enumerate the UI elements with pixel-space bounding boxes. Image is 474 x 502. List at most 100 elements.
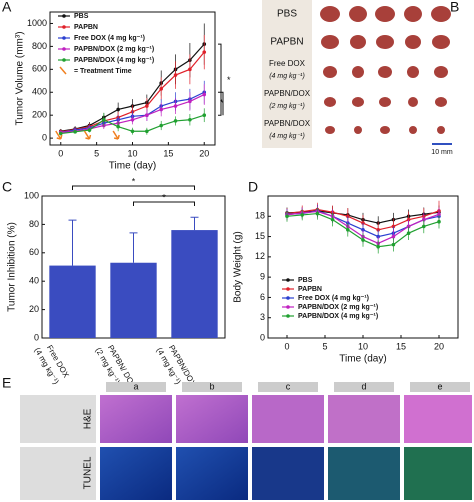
column-tab xyxy=(182,382,242,392)
sig-star: * xyxy=(227,75,231,85)
group-label: Free DOX xyxy=(269,59,306,68)
x-tick-label-group: Free DOX(4 mg kg⁻¹) xyxy=(33,344,72,387)
legend-label: PAPBN/DOX (4 mg kg⁻¹) xyxy=(74,57,154,64)
x-axis-label: Time (day) xyxy=(339,354,386,365)
legend-label: PAPBN/DOX (2 mg kg⁻¹) xyxy=(74,46,154,53)
legend-marker xyxy=(62,25,66,29)
x-tick-label: 15 xyxy=(163,148,173,158)
bar xyxy=(110,262,157,338)
point xyxy=(188,117,192,122)
legend-label: Free DOX (4 mg kg⁻¹) xyxy=(74,35,145,42)
column-label: e xyxy=(437,381,442,391)
legend-label: PAPBN/DOX (4 mg kg⁻¹) xyxy=(298,313,378,320)
legend-marker xyxy=(286,278,290,282)
legend-label: PBS xyxy=(74,13,89,20)
point xyxy=(300,213,305,217)
x-tick-label: 0 xyxy=(58,148,63,158)
histology xyxy=(20,395,472,500)
bar xyxy=(171,230,218,338)
group-label: (2 mg kg⁻¹) xyxy=(269,103,305,110)
plot-frame xyxy=(49,11,216,146)
point xyxy=(188,67,192,72)
y-tick-label: 600 xyxy=(32,64,47,74)
point xyxy=(130,117,135,122)
y-tick-label: 200 xyxy=(32,110,47,120)
point xyxy=(173,119,178,123)
point xyxy=(202,113,207,117)
sig-star: * xyxy=(162,192,166,202)
column-tab xyxy=(258,382,318,392)
x-tick-label: 10 xyxy=(127,148,137,158)
group-label: PAPBN/DOX xyxy=(264,119,311,128)
x-tick-label: 5 xyxy=(94,148,99,158)
point xyxy=(173,104,178,108)
column-label: b xyxy=(209,381,214,391)
point xyxy=(330,217,335,222)
treatment-arrow xyxy=(83,130,92,140)
legend-label: PAPBN/DOX (2 mg kg⁻¹) xyxy=(298,304,378,311)
group-label: (4 mg kg⁻¹) xyxy=(269,133,305,140)
scale-label: 10 mm xyxy=(431,149,453,156)
column-label: d xyxy=(361,381,366,391)
point xyxy=(376,244,381,249)
y-tick-label: 1000 xyxy=(27,18,47,28)
column-label: a xyxy=(133,381,138,391)
point xyxy=(422,224,426,229)
legend-marker xyxy=(286,287,290,291)
sig-star: * xyxy=(220,98,224,108)
y-axis-label: Tumor Volume (mm³) xyxy=(15,31,26,125)
treatment-arrow xyxy=(55,130,63,140)
legend-marker xyxy=(62,47,66,51)
panel-label: D xyxy=(248,179,258,195)
point xyxy=(391,242,396,247)
point xyxy=(437,212,441,217)
x-tick-label: 20 xyxy=(199,148,209,158)
y-axis-label: Tumor Inhibition (%) xyxy=(7,222,18,312)
error-bar xyxy=(190,216,199,231)
panel-label: C xyxy=(2,179,12,195)
point xyxy=(145,129,149,134)
y-tick-label: 40 xyxy=(29,276,39,286)
column-label: c xyxy=(286,381,291,391)
legend-label: PAPBN xyxy=(298,286,322,293)
tumor-photos xyxy=(262,0,452,148)
group-label: (4 mg kg⁻¹) xyxy=(269,73,305,80)
legend-label: = Treatment Time xyxy=(74,68,132,75)
y-tick-label: 18 xyxy=(255,211,265,221)
legend-label: PBS xyxy=(298,277,313,284)
sig-bracket xyxy=(218,91,224,116)
point xyxy=(202,92,207,97)
column-tab xyxy=(106,382,166,392)
panel-label: B xyxy=(450,0,459,15)
point xyxy=(87,128,92,132)
sig-bracket xyxy=(72,185,195,190)
point xyxy=(361,238,365,242)
y-tick-label: 800 xyxy=(32,41,47,51)
point xyxy=(58,131,63,136)
point xyxy=(116,107,120,112)
point xyxy=(159,123,163,128)
legend-marker xyxy=(286,314,290,318)
x-axis-label: Time (day) xyxy=(109,161,156,172)
bar xyxy=(49,265,96,338)
x-tick-label: 5 xyxy=(322,341,327,351)
legend-marker xyxy=(62,14,66,18)
sig-star: * xyxy=(132,176,136,186)
error-bar xyxy=(68,219,77,266)
y-tick-label: 3 xyxy=(260,312,265,322)
y-tick-label: 15 xyxy=(255,231,265,241)
x-tick-label: 0 xyxy=(284,341,289,351)
legend-marker xyxy=(286,296,290,300)
x-tick-label: 20 xyxy=(434,341,444,351)
y-tick-label: 0 xyxy=(34,332,39,342)
panel-label: A xyxy=(2,0,12,15)
y-tick-label: 6 xyxy=(260,292,265,302)
sig-bracket xyxy=(218,43,222,116)
legend-marker xyxy=(62,58,66,62)
point xyxy=(437,219,441,224)
point xyxy=(285,214,289,219)
y-tick-label: 0 xyxy=(260,332,265,342)
legend-marker xyxy=(286,305,290,309)
group-label: PAPBN xyxy=(270,37,303,48)
